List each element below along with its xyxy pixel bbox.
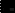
Text: Figure 1: Figure 1 xyxy=(0,1,15,13)
